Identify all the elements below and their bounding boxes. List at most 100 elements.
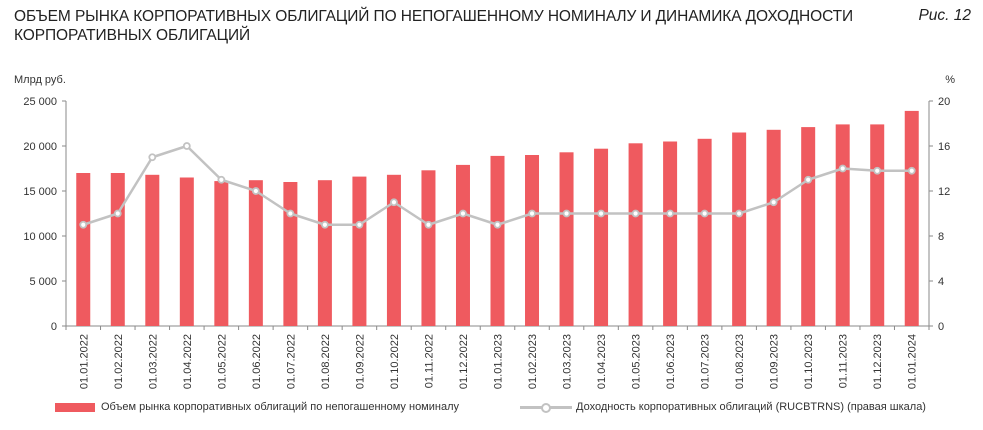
x-tick-label: 01.08.2022 bbox=[320, 334, 332, 389]
bar bbox=[455, 164, 470, 326]
line-point bbox=[631, 209, 640, 218]
x-tick-label: 01.03.2022 bbox=[147, 334, 159, 389]
line-point bbox=[700, 209, 709, 218]
left-tick-label: 10 000 bbox=[23, 231, 57, 243]
bar bbox=[801, 127, 816, 326]
right-tick-label: 8 bbox=[938, 231, 944, 243]
right-tick-label: 12 bbox=[938, 186, 950, 198]
x-tick-label: 01.02.2022 bbox=[113, 334, 125, 389]
legend-bar-swatch bbox=[55, 402, 95, 412]
x-tick-label: 01.06.2022 bbox=[251, 334, 263, 389]
x-tick-label: 01.09.2023 bbox=[769, 334, 781, 389]
legend-item-bars: Объем рынка корпоративных облигаций по н… bbox=[55, 401, 459, 413]
bar bbox=[214, 181, 229, 326]
line-point bbox=[286, 209, 295, 218]
line-point bbox=[113, 209, 122, 218]
x-tick-label: 01.12.2023 bbox=[872, 334, 884, 389]
legend-line-swatch bbox=[520, 402, 572, 413]
x-tick-label: 01.10.2023 bbox=[803, 334, 815, 389]
bar bbox=[628, 143, 643, 326]
x-tick-label: 01.10.2022 bbox=[389, 334, 401, 389]
bar bbox=[766, 129, 781, 326]
legend-bar-label: Объем рынка корпоративных облигаций по н… bbox=[101, 401, 459, 413]
line-point bbox=[459, 209, 467, 218]
axes: 0 5 000 10 000 15 000 20 000 25 000 0 4 8 12 16 20 bbox=[23, 96, 950, 333]
x-tick-label: 01.09.2022 bbox=[354, 334, 366, 389]
bar-series bbox=[76, 110, 919, 327]
right-tick-label: 20 bbox=[938, 96, 950, 108]
bar bbox=[559, 152, 574, 326]
x-tick-label: 01.01.2024 bbox=[907, 334, 919, 389]
x-tick-label: 01.04.2022 bbox=[182, 334, 194, 389]
right-tick-label: 4 bbox=[938, 276, 944, 288]
bar bbox=[732, 132, 747, 326]
line-point bbox=[390, 198, 398, 207]
legend-item-line: Доходность корпоративных облигаций (RUCB… bbox=[520, 401, 926, 413]
x-tick-label: 01.11.2023 bbox=[838, 334, 850, 388]
x-tick-label: 01.02.2023 bbox=[527, 334, 539, 389]
line-point bbox=[666, 209, 674, 218]
line-point bbox=[804, 175, 813, 184]
bar bbox=[283, 182, 298, 326]
line-point bbox=[907, 166, 916, 175]
x-tick-label: 01.07.2022 bbox=[285, 334, 297, 389]
line-point bbox=[562, 209, 571, 218]
line-point bbox=[148, 153, 157, 162]
x-tick-label: 01.06.2023 bbox=[665, 334, 677, 389]
figure-label: Рис. 12 bbox=[918, 7, 971, 24]
left-tick-label: 20 000 bbox=[23, 141, 57, 153]
left-tick-label: 0 bbox=[51, 321, 57, 333]
x-tick-label: 01.11.2022 bbox=[423, 334, 435, 388]
line-point bbox=[79, 220, 88, 229]
left-tick-label: 5 000 bbox=[29, 276, 57, 288]
bar bbox=[421, 170, 436, 326]
left-tick-label: 25 000 bbox=[23, 96, 57, 108]
right-tick-label: 16 bbox=[938, 141, 950, 153]
x-tick-labels: 01.01.2022 01.02.2022 01.03.2022 01.04.2022… bbox=[78, 334, 918, 389]
bar bbox=[870, 124, 885, 327]
x-tick-label: 01.04.2023 bbox=[596, 334, 608, 389]
bar bbox=[594, 148, 609, 326]
chart-title: ОБЪЕМ РЫНКА КОРПОРАТИВНЫХ ОБЛИГАЦИЙ ПО Н… bbox=[14, 8, 854, 44]
line-point bbox=[838, 164, 847, 173]
x-tick-label: 01.05.2022 bbox=[216, 334, 228, 389]
x-tick-label: 01.03.2023 bbox=[562, 334, 574, 389]
right-tick-label: 0 bbox=[938, 321, 944, 333]
bar bbox=[663, 141, 678, 326]
x-tick-label: 01.12.2022 bbox=[458, 334, 470, 389]
bar bbox=[317, 180, 332, 326]
line-point bbox=[320, 220, 329, 229]
line-point bbox=[735, 209, 744, 218]
line-point bbox=[217, 175, 226, 184]
x-tick-label: 01.01.2022 bbox=[78, 334, 90, 389]
x-tick-label: 01.05.2023 bbox=[631, 334, 643, 389]
bar bbox=[145, 174, 160, 326]
bar bbox=[110, 173, 125, 326]
bar bbox=[179, 177, 194, 326]
line-point bbox=[873, 166, 882, 175]
line-point bbox=[355, 220, 364, 229]
left-axis-unit: Млрд руб. bbox=[14, 74, 66, 86]
line-point bbox=[597, 209, 605, 218]
x-tick-label: 01.01.2023 bbox=[493, 334, 505, 389]
bar bbox=[248, 180, 263, 326]
bar bbox=[76, 173, 91, 326]
line-point bbox=[493, 220, 502, 229]
bar bbox=[386, 174, 401, 326]
bar bbox=[352, 176, 367, 326]
line-point bbox=[528, 209, 536, 218]
bar bbox=[697, 138, 712, 326]
line-point bbox=[182, 142, 191, 150]
right-axis-unit: % bbox=[945, 74, 955, 86]
bar bbox=[490, 155, 505, 326]
line-point bbox=[424, 220, 433, 229]
line-point bbox=[251, 187, 260, 195]
line-point bbox=[769, 198, 778, 207]
x-tick-label: 01.08.2023 bbox=[734, 334, 746, 389]
legend-line-label: Доходность корпоративных облигаций (RUCB… bbox=[576, 401, 926, 413]
bar bbox=[904, 110, 919, 327]
bar bbox=[835, 124, 850, 327]
left-tick-label: 15 000 bbox=[23, 186, 57, 198]
bar bbox=[525, 155, 540, 326]
